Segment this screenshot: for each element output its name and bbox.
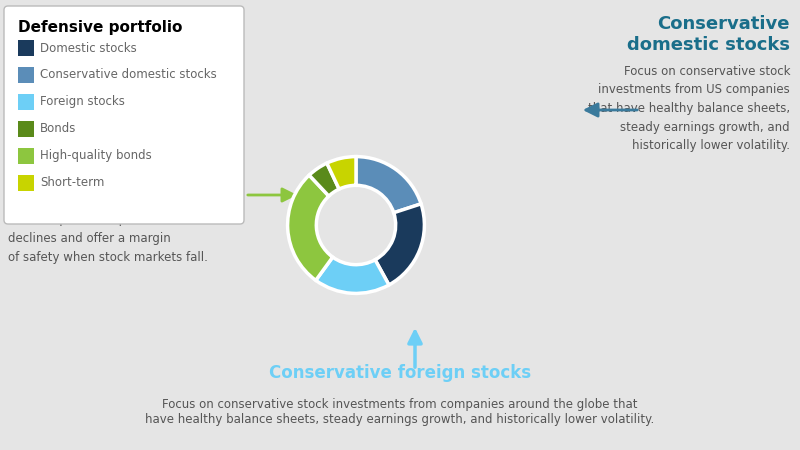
- Bar: [18, 94, 34, 110]
- Text: High-quality bonds: High-quality bonds: [40, 149, 152, 162]
- Wedge shape: [327, 157, 356, 189]
- Text: Conservative foreign stocks: Conservative foreign stocks: [269, 364, 531, 382]
- Bar: [18, 67, 34, 83]
- FancyBboxPatch shape: [4, 6, 244, 224]
- Text: have healthy balance sheets, steady earnings growth, and historically lower vola: have healthy balance sheets, steady earn…: [146, 413, 654, 426]
- Text: Focus on conservative stock investments from companies around the globe that: Focus on conservative stock investments …: [162, 398, 638, 411]
- Wedge shape: [288, 175, 333, 280]
- Wedge shape: [309, 163, 339, 196]
- Bar: [18, 148, 34, 164]
- Text: Conservative
domestic stocks: Conservative domestic stocks: [627, 15, 790, 54]
- Text: High-quality bonds: High-quality bonds: [8, 167, 186, 185]
- Bar: [18, 121, 34, 137]
- Bar: [18, 175, 34, 191]
- Text: Look to US Treasurys, as
an example, to help offset
declines and offer a margin
: Look to US Treasurys, as an example, to …: [8, 195, 208, 264]
- Wedge shape: [316, 257, 389, 293]
- Text: Focus on conservative stock
investments from US companies
that have healthy bala: Focus on conservative stock investments …: [588, 65, 790, 152]
- Text: Short-term: Short-term: [40, 176, 104, 189]
- Text: Domestic stocks: Domestic stocks: [40, 41, 137, 54]
- Wedge shape: [356, 157, 421, 213]
- Bar: [18, 40, 34, 56]
- Text: Conservative domestic stocks: Conservative domestic stocks: [40, 68, 217, 81]
- Text: Bonds: Bonds: [40, 122, 76, 135]
- Wedge shape: [375, 204, 424, 285]
- Text: Foreign stocks: Foreign stocks: [40, 95, 125, 108]
- Text: Defensive portfolio: Defensive portfolio: [18, 20, 182, 35]
